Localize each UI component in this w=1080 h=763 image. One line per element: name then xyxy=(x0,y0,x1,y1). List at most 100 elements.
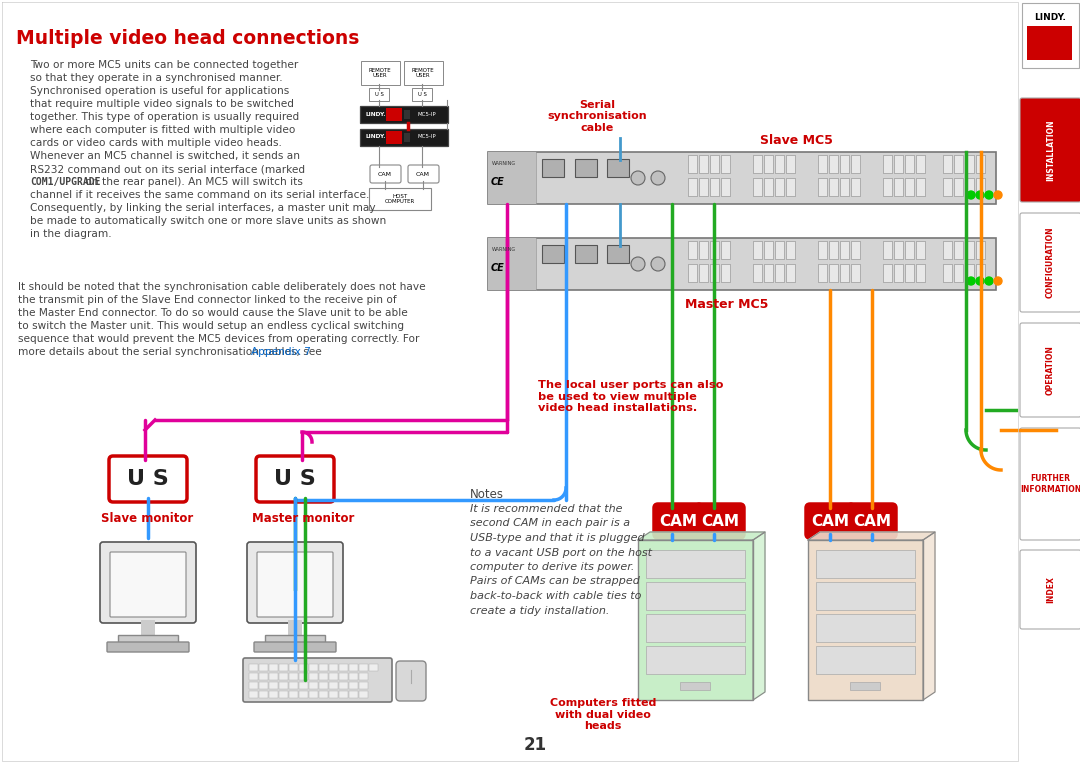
FancyBboxPatch shape xyxy=(299,691,308,698)
FancyBboxPatch shape xyxy=(247,542,343,623)
Text: together. This type of operation is usually required: together. This type of operation is usua… xyxy=(30,112,299,122)
FancyBboxPatch shape xyxy=(943,178,951,196)
FancyBboxPatch shape xyxy=(883,241,892,259)
Text: CAM: CAM xyxy=(416,172,430,176)
FancyBboxPatch shape xyxy=(753,241,762,259)
FancyBboxPatch shape xyxy=(894,178,903,196)
FancyBboxPatch shape xyxy=(976,155,985,173)
FancyBboxPatch shape xyxy=(943,155,951,173)
Text: Slave MC5: Slave MC5 xyxy=(760,134,833,147)
FancyBboxPatch shape xyxy=(721,264,730,282)
Text: It should be noted that the synchronisation cable deliberately does not have: It should be noted that the synchronisat… xyxy=(18,282,426,292)
Polygon shape xyxy=(923,532,935,700)
FancyBboxPatch shape xyxy=(840,155,849,173)
Circle shape xyxy=(651,257,665,271)
Text: Pairs of CAMs can be strapped: Pairs of CAMs can be strapped xyxy=(470,577,639,587)
FancyBboxPatch shape xyxy=(699,264,708,282)
FancyBboxPatch shape xyxy=(894,241,903,259)
FancyBboxPatch shape xyxy=(279,682,288,689)
FancyBboxPatch shape xyxy=(349,673,357,680)
FancyBboxPatch shape xyxy=(269,691,278,698)
FancyBboxPatch shape xyxy=(404,110,410,119)
FancyBboxPatch shape xyxy=(829,178,838,196)
FancyBboxPatch shape xyxy=(607,245,629,263)
FancyBboxPatch shape xyxy=(309,691,318,698)
Text: Computers fitted
with dual video
heads: Computers fitted with dual video heads xyxy=(550,698,657,731)
FancyBboxPatch shape xyxy=(699,178,708,196)
Text: USB-type and that it is plugged: USB-type and that it is plugged xyxy=(470,533,645,543)
Circle shape xyxy=(994,191,1002,199)
FancyBboxPatch shape xyxy=(359,682,368,689)
FancyBboxPatch shape xyxy=(369,88,389,101)
FancyBboxPatch shape xyxy=(816,614,915,642)
Text: where each computer is fitted with multiple video: where each computer is fitted with multi… xyxy=(30,125,295,135)
FancyBboxPatch shape xyxy=(818,264,827,282)
FancyBboxPatch shape xyxy=(279,691,288,698)
FancyBboxPatch shape xyxy=(269,664,278,671)
Text: The local user ports can also
be used to view multiple
video head installations.: The local user ports can also be used to… xyxy=(538,380,724,414)
FancyBboxPatch shape xyxy=(816,646,915,674)
Text: Notes: Notes xyxy=(470,488,504,501)
FancyBboxPatch shape xyxy=(369,188,431,210)
FancyBboxPatch shape xyxy=(966,178,974,196)
FancyBboxPatch shape xyxy=(905,241,914,259)
Text: Appendix 7: Appendix 7 xyxy=(252,347,311,357)
FancyBboxPatch shape xyxy=(265,635,325,643)
FancyBboxPatch shape xyxy=(107,642,189,652)
FancyBboxPatch shape xyxy=(829,264,838,282)
FancyBboxPatch shape xyxy=(339,682,348,689)
Text: to switch the Master unit. This would setup an endless cyclical switching: to switch the Master unit. This would se… xyxy=(18,321,404,331)
FancyBboxPatch shape xyxy=(976,264,985,282)
FancyBboxPatch shape xyxy=(299,664,308,671)
FancyBboxPatch shape xyxy=(688,178,697,196)
FancyBboxPatch shape xyxy=(319,691,328,698)
FancyBboxPatch shape xyxy=(269,673,278,680)
FancyBboxPatch shape xyxy=(851,241,860,259)
Text: HOST
COMPUTER: HOST COMPUTER xyxy=(384,194,415,204)
Circle shape xyxy=(631,171,645,185)
FancyBboxPatch shape xyxy=(249,682,258,689)
Text: LINDY.: LINDY. xyxy=(1035,12,1066,21)
FancyBboxPatch shape xyxy=(894,155,903,173)
Polygon shape xyxy=(638,532,765,540)
Text: be made to automatically switch one or more slave units as shown: be made to automatically switch one or m… xyxy=(30,216,387,226)
Text: CAM: CAM xyxy=(811,513,849,529)
FancyBboxPatch shape xyxy=(818,241,827,259)
FancyBboxPatch shape xyxy=(786,155,795,173)
FancyBboxPatch shape xyxy=(243,658,392,702)
FancyBboxPatch shape xyxy=(359,664,368,671)
FancyBboxPatch shape xyxy=(359,691,368,698)
FancyBboxPatch shape xyxy=(850,682,880,690)
Text: Master monitor: Master monitor xyxy=(252,512,354,525)
FancyBboxPatch shape xyxy=(349,664,357,671)
FancyBboxPatch shape xyxy=(840,241,849,259)
FancyBboxPatch shape xyxy=(329,673,338,680)
Text: the Master End connector. To do so would cause the Slave unit to be able: the Master End connector. To do so would… xyxy=(18,308,408,318)
FancyBboxPatch shape xyxy=(818,178,827,196)
FancyBboxPatch shape xyxy=(249,673,258,680)
FancyBboxPatch shape xyxy=(289,673,298,680)
Text: on the rear panel). An MC5 will switch its: on the rear panel). An MC5 will switch i… xyxy=(82,177,302,187)
FancyBboxPatch shape xyxy=(309,664,318,671)
FancyBboxPatch shape xyxy=(954,264,963,282)
FancyBboxPatch shape xyxy=(905,178,914,196)
FancyBboxPatch shape xyxy=(840,178,849,196)
FancyBboxPatch shape xyxy=(404,133,410,142)
Text: U S: U S xyxy=(274,469,315,489)
Text: OPERATION: OPERATION xyxy=(1047,345,1055,395)
Circle shape xyxy=(994,277,1002,285)
FancyBboxPatch shape xyxy=(309,682,318,689)
FancyBboxPatch shape xyxy=(386,131,402,144)
FancyBboxPatch shape xyxy=(954,155,963,173)
FancyBboxPatch shape xyxy=(808,540,923,700)
Circle shape xyxy=(976,277,984,285)
FancyBboxPatch shape xyxy=(753,155,762,173)
FancyBboxPatch shape xyxy=(851,155,860,173)
FancyBboxPatch shape xyxy=(288,620,302,635)
FancyBboxPatch shape xyxy=(905,155,914,173)
FancyBboxPatch shape xyxy=(786,241,795,259)
FancyBboxPatch shape xyxy=(775,241,784,259)
FancyBboxPatch shape xyxy=(646,582,745,610)
FancyBboxPatch shape xyxy=(488,152,996,204)
FancyBboxPatch shape xyxy=(249,664,258,671)
